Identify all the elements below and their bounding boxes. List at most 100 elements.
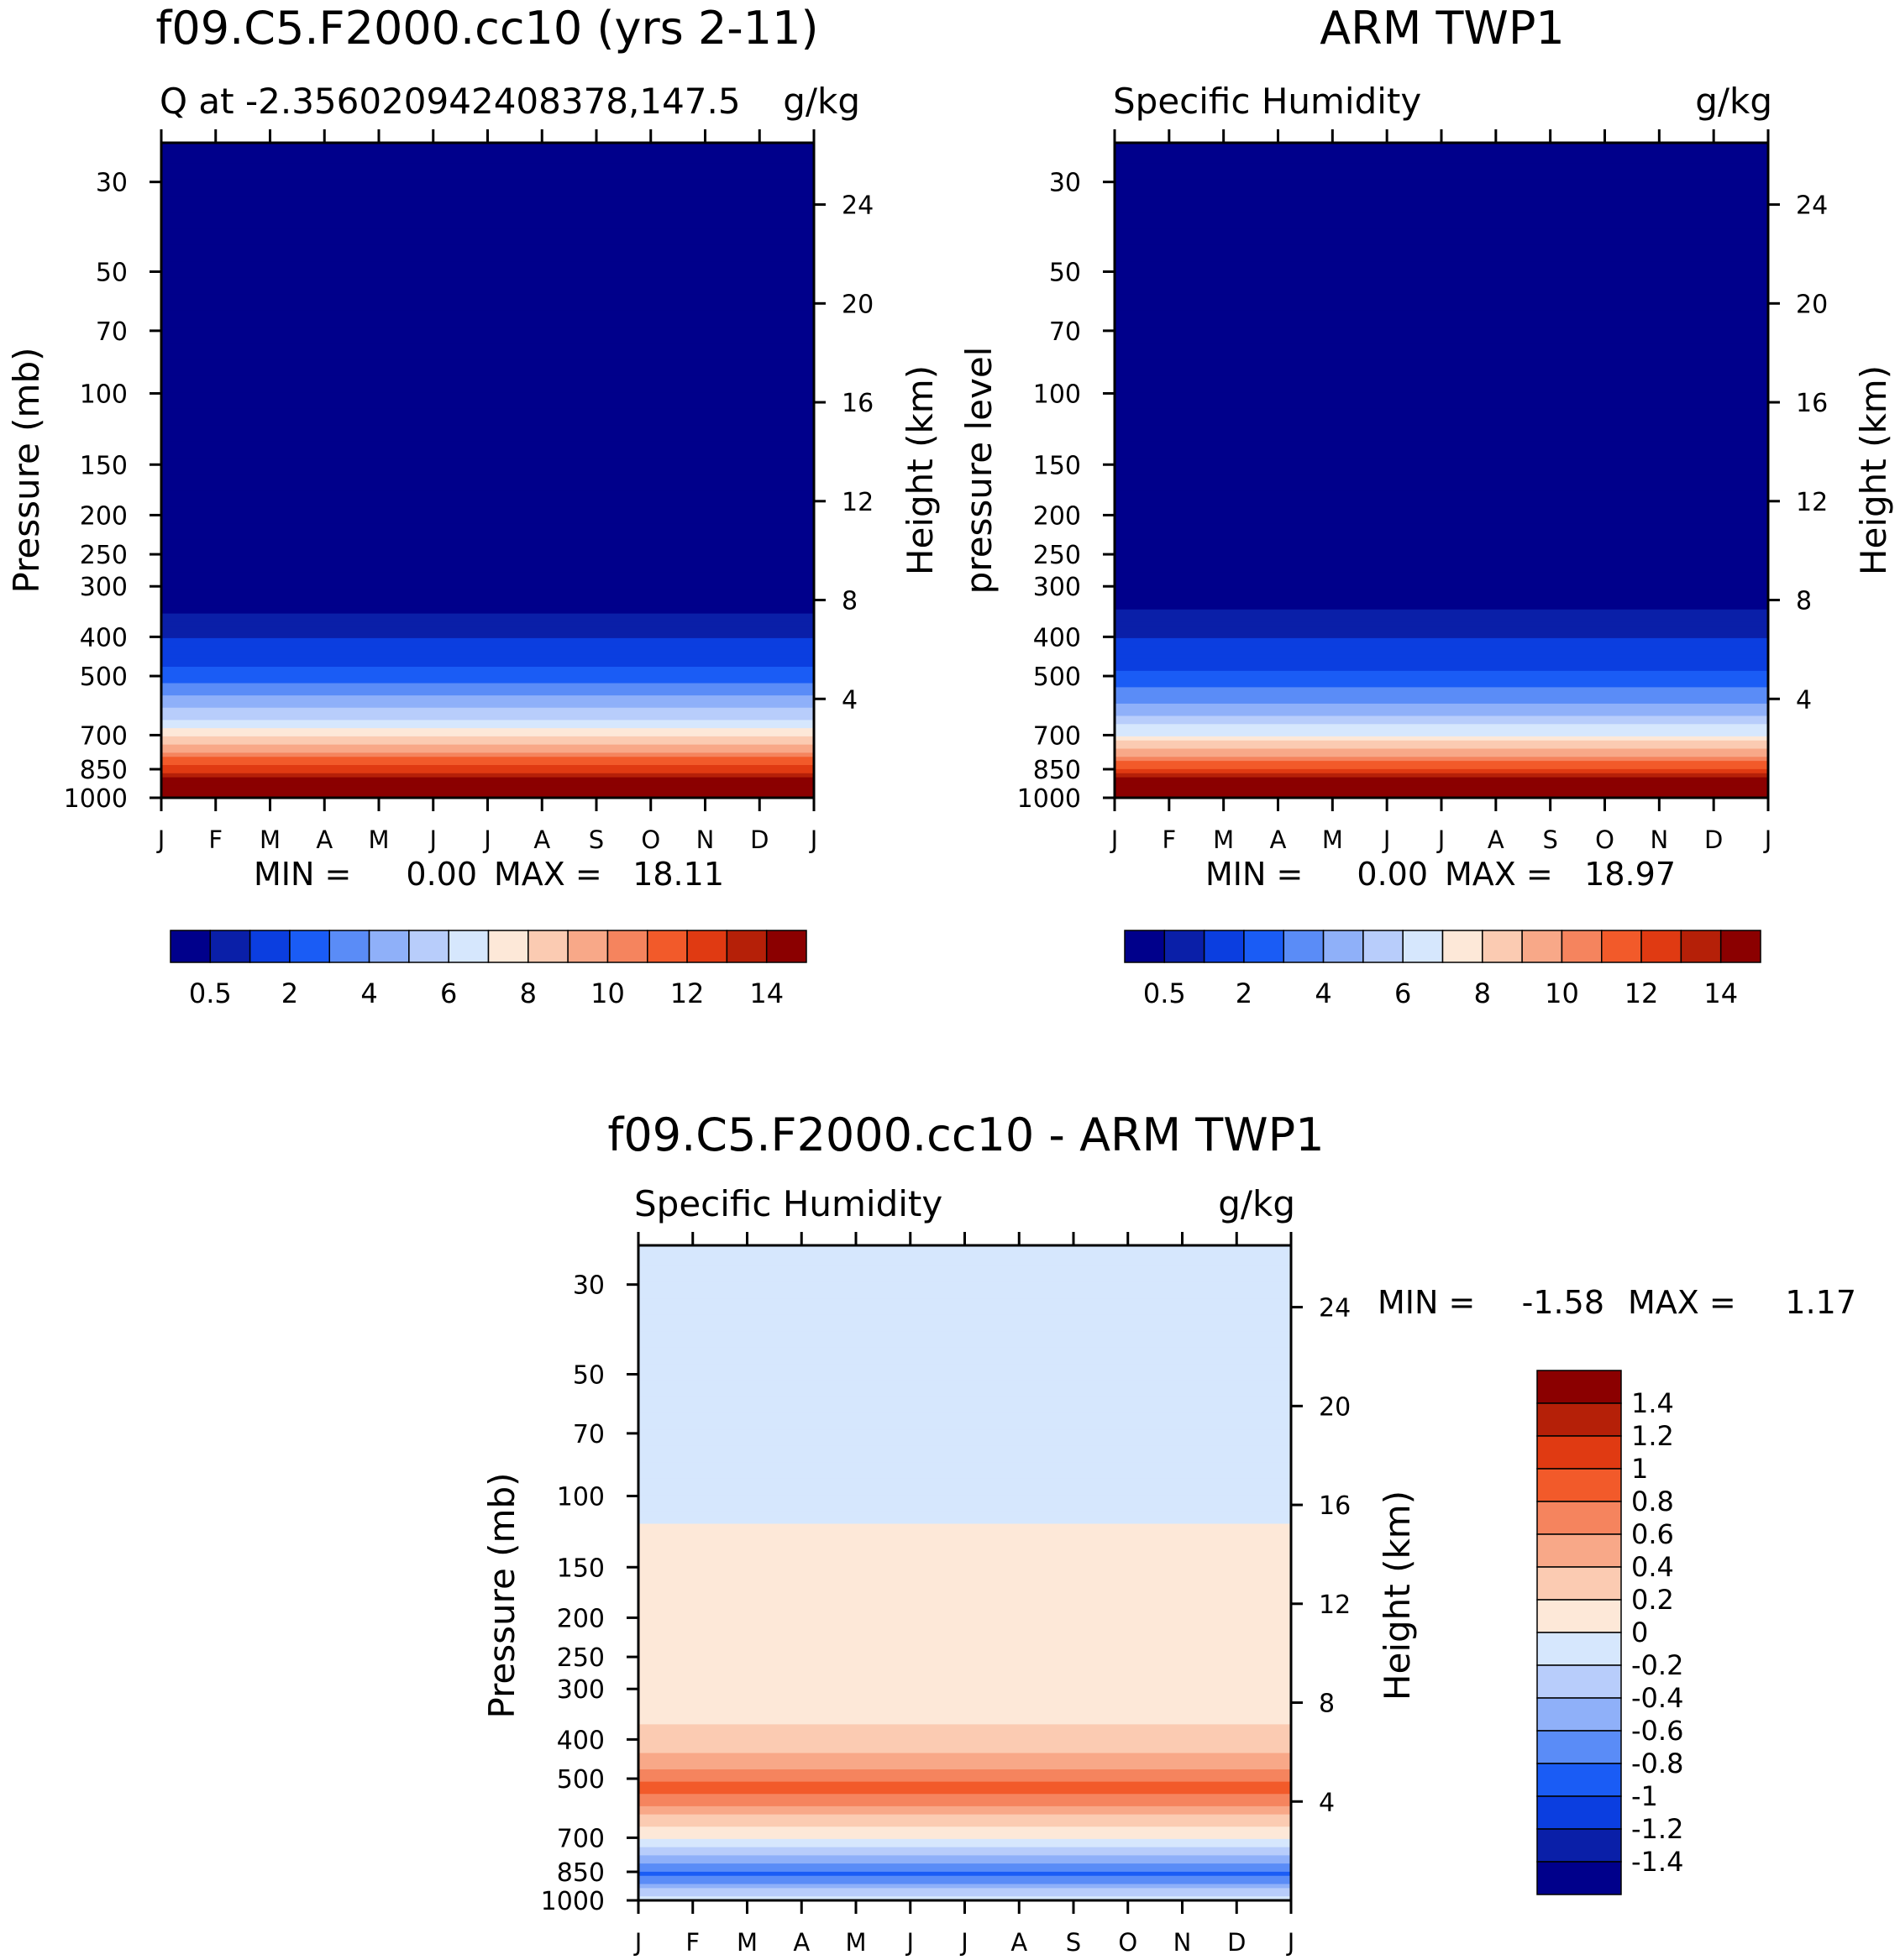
panel-subtitle-left: Specific Humidity bbox=[634, 1183, 942, 1224]
contour-band bbox=[638, 1765, 1291, 1770]
contour-band bbox=[161, 499, 814, 504]
colorbar-box bbox=[1536, 1697, 1622, 1732]
colorbar-box bbox=[448, 930, 490, 963]
contour-band bbox=[638, 1503, 1291, 1508]
contour-band bbox=[638, 1491, 1291, 1496]
contour-band bbox=[1115, 372, 1768, 377]
contour-band bbox=[1115, 752, 1768, 758]
contour-band bbox=[638, 1318, 1291, 1324]
contour-band bbox=[638, 1875, 1291, 1881]
contour-band bbox=[1115, 695, 1768, 700]
max-label: MAX = bbox=[494, 856, 602, 893]
contour-band bbox=[638, 1879, 1291, 1885]
contour-band bbox=[638, 1646, 1291, 1652]
contour-band bbox=[161, 670, 814, 676]
contour-band bbox=[638, 1638, 1291, 1643]
contour-band bbox=[1115, 523, 1768, 529]
contour-band bbox=[161, 490, 814, 496]
pressure-tick-label: 70 bbox=[96, 317, 128, 347]
pressure-tick-label: 1000 bbox=[1017, 784, 1081, 814]
contour-band bbox=[161, 609, 814, 615]
panel-difference: f09.C5.F2000.cc10 - ARM TWP1 Specific Hu… bbox=[481, 1108, 1856, 1957]
colorbar-box bbox=[1362, 930, 1404, 963]
colorbar-label: 10 bbox=[1545, 977, 1579, 1009]
contour-band bbox=[161, 237, 814, 242]
contour-band bbox=[1115, 187, 1768, 193]
contour-band bbox=[1115, 617, 1768, 623]
contour-band bbox=[1115, 642, 1768, 647]
contour-band bbox=[638, 1790, 1291, 1795]
contour-band bbox=[1115, 208, 1768, 213]
contour-band bbox=[638, 1868, 1291, 1873]
contour-band bbox=[161, 724, 814, 730]
contour-band bbox=[161, 347, 814, 353]
contour-band bbox=[1115, 167, 1768, 173]
colorbar-label: -0.8 bbox=[1631, 1748, 1683, 1779]
month-tick-label: M bbox=[260, 825, 281, 854]
pressure-tick-label: 1000 bbox=[541, 1887, 605, 1916]
contour-band bbox=[161, 744, 814, 750]
height-tick-label: 12 bbox=[1796, 488, 1828, 517]
month-tick-label: A bbox=[793, 1928, 810, 1957]
contour-band bbox=[1115, 339, 1768, 344]
contour-band bbox=[161, 748, 814, 754]
contour-band bbox=[1115, 171, 1768, 176]
colorbar: 0.5 2 4 6 8 10 12 14 bbox=[170, 930, 807, 1009]
contour-band bbox=[161, 556, 814, 562]
contour-band bbox=[1115, 503, 1768, 508]
contour-band bbox=[1115, 307, 1768, 312]
contour-band bbox=[161, 204, 814, 209]
contour-band bbox=[638, 1270, 1291, 1276]
contour-band bbox=[161, 707, 814, 713]
contour-band bbox=[161, 630, 814, 635]
contour-band bbox=[161, 736, 814, 742]
contour-band bbox=[1115, 233, 1768, 238]
contour-band bbox=[161, 220, 814, 226]
contour-band bbox=[638, 1245, 1291, 1250]
contour-band bbox=[1115, 621, 1768, 627]
contour-band bbox=[638, 1376, 1291, 1381]
contour-band bbox=[638, 1847, 1291, 1853]
panel-arm-observations: ARM TWP1 Specific Humidity g/kg 30 50 70 10… bbox=[958, 2, 1894, 1009]
contour-band bbox=[638, 1753, 1291, 1758]
contour-band bbox=[1115, 314, 1768, 320]
contour-band bbox=[638, 1863, 1291, 1868]
contour-band bbox=[161, 388, 814, 394]
contour-band bbox=[638, 1486, 1291, 1492]
contour-band bbox=[638, 1576, 1291, 1582]
contour-band bbox=[161, 310, 814, 316]
contour-band bbox=[161, 429, 814, 435]
contour-band bbox=[1115, 351, 1768, 357]
contour-band bbox=[1115, 396, 1768, 402]
contour-band bbox=[161, 503, 814, 508]
month-tick-label: J bbox=[1286, 1928, 1295, 1957]
contour-band bbox=[638, 1626, 1291, 1632]
height-tick-label: 8 bbox=[1796, 587, 1812, 616]
panel-title: f09.C5.F2000.cc10 - ARM TWP1 bbox=[607, 1108, 1324, 1161]
contour-band bbox=[161, 335, 814, 340]
contour-band bbox=[1115, 703, 1768, 709]
contour-band bbox=[1115, 331, 1768, 337]
pressure-tick-label: 200 bbox=[1033, 501, 1081, 531]
contour-band bbox=[1115, 176, 1768, 181]
contour-band bbox=[638, 1757, 1291, 1763]
height-axis: 24 20 16 12 8 4 bbox=[814, 191, 874, 715]
contour-band bbox=[1115, 670, 1768, 676]
colorbar-box bbox=[1601, 930, 1642, 963]
pressure-tick-label: 300 bbox=[557, 1675, 605, 1705]
colorbar-label: 0.6 bbox=[1631, 1518, 1674, 1550]
pressure-tick-label: 50 bbox=[96, 258, 128, 287]
contour-band bbox=[1115, 204, 1768, 209]
contour-band bbox=[1115, 576, 1768, 582]
contour-band bbox=[1115, 318, 1768, 324]
colorbar-box bbox=[1482, 930, 1523, 963]
contour-band bbox=[161, 462, 814, 468]
contour-band bbox=[161, 143, 814, 148]
colorbar-box bbox=[647, 930, 688, 963]
contour-band bbox=[1115, 707, 1768, 713]
contour-band bbox=[638, 1470, 1291, 1475]
contour-band bbox=[1115, 150, 1768, 156]
contour-band bbox=[638, 1659, 1291, 1664]
contour-band bbox=[1115, 143, 1768, 148]
